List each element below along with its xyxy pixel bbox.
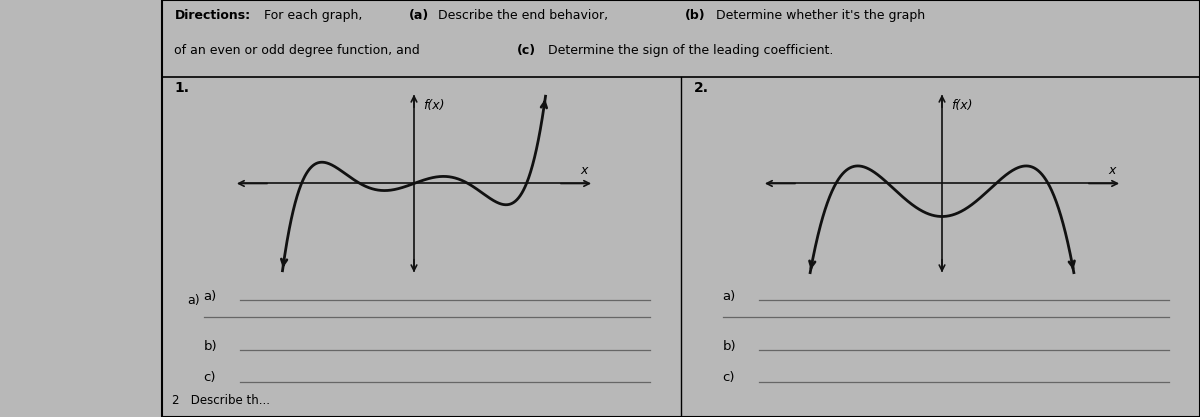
Text: 2.: 2. <box>694 81 708 95</box>
Text: f(x): f(x) <box>424 99 444 112</box>
Text: b): b) <box>204 340 217 353</box>
Text: f(x): f(x) <box>952 99 972 112</box>
Text: c): c) <box>722 371 736 384</box>
Text: Determine whether it's the graph: Determine whether it's the graph <box>712 9 925 22</box>
Text: c): c) <box>204 371 216 384</box>
Text: For each graph,: For each graph, <box>259 9 366 22</box>
Text: Describe the end behavior,: Describe the end behavior, <box>434 9 612 22</box>
Text: a): a) <box>722 290 736 303</box>
Text: Determine the sign of the leading coefficient.: Determine the sign of the leading coeffi… <box>544 44 833 57</box>
Text: (c): (c) <box>517 44 536 57</box>
Text: x: x <box>581 163 588 177</box>
Text: 1.: 1. <box>174 81 190 95</box>
Text: a): a) <box>187 294 199 307</box>
Text: x: x <box>1109 163 1116 177</box>
Text: (a): (a) <box>409 9 430 22</box>
Text: b): b) <box>722 340 736 353</box>
Text: 2   Describe th...: 2 Describe th... <box>173 394 270 407</box>
Text: Directions:: Directions: <box>174 9 251 22</box>
Text: of an even or odd degree function, and: of an even or odd degree function, and <box>174 44 425 57</box>
Text: (b): (b) <box>685 9 706 22</box>
Bar <box>162 0 1200 77</box>
Text: a): a) <box>204 290 217 303</box>
